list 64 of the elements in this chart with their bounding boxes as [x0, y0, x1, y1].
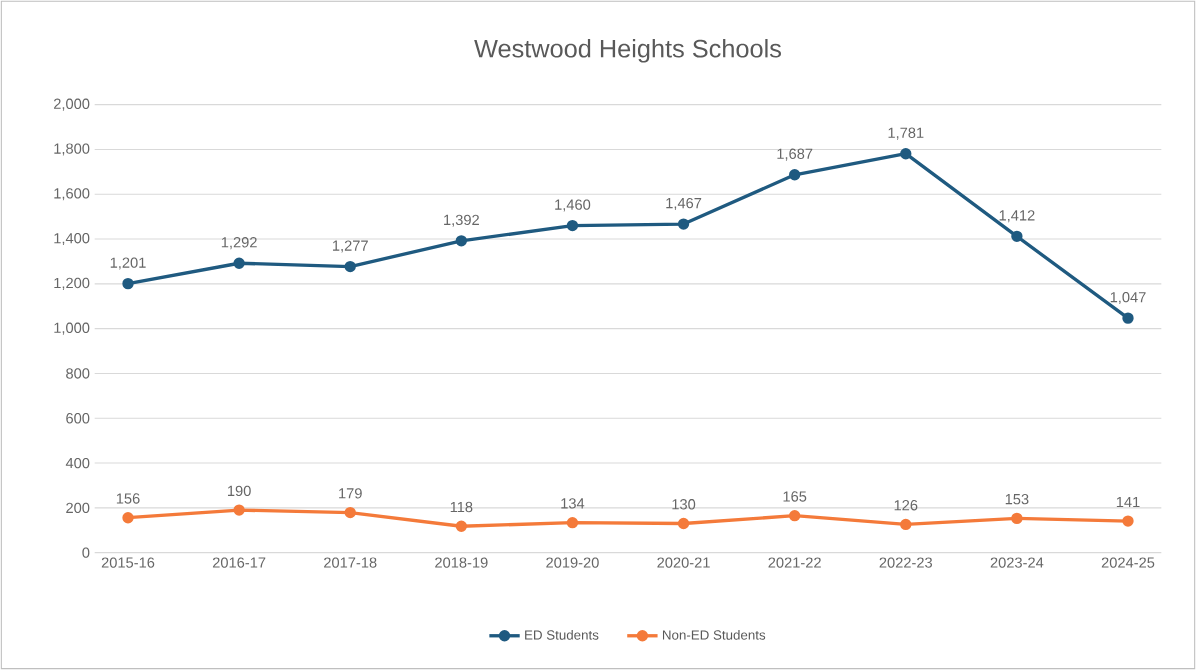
x-tick-label: 2018-19	[435, 557, 488, 568]
point	[1011, 512, 1023, 525]
y-tick-label: 2,000	[53, 98, 90, 111]
data-label: 165	[783, 491, 807, 502]
y-tick-label: 0	[82, 547, 90, 558]
legend-label: ED Students	[525, 629, 599, 640]
point	[677, 517, 690, 530]
point	[566, 516, 579, 529]
y-tick-label: 400	[65, 457, 90, 469]
x-tick-label: 2024-25	[1101, 557, 1155, 568]
y-tick-label: 800	[66, 368, 90, 379]
y-tick-label: 1,400	[54, 233, 90, 246]
y-tick-label: 1,800	[54, 143, 90, 156]
x-tick-label: 2023-24	[990, 557, 1044, 568]
data-label: 1,292	[221, 237, 257, 250]
data-label: 1,201	[110, 257, 146, 270]
point	[1122, 312, 1134, 324]
x-tick-label: 2019-20	[546, 557, 599, 568]
data-label: 153	[1005, 493, 1029, 505]
data-label: 1,687	[777, 148, 813, 161]
x-tick-label: 2021-22	[768, 557, 821, 568]
point	[344, 260, 356, 273]
data-label: 1,412	[999, 210, 1035, 223]
y-tick-label: 1,600	[54, 188, 90, 201]
x-tick-label: 2016-17	[212, 557, 266, 568]
data-label: 156	[116, 493, 140, 504]
data-label: 1,467	[666, 197, 702, 211]
x-tick-label: 2015-16	[101, 557, 155, 568]
point	[789, 169, 801, 181]
point	[455, 235, 468, 247]
point	[1122, 515, 1134, 527]
data-label: 190	[227, 485, 251, 497]
y-tick-label: 1,200	[54, 277, 90, 290]
y-tick-label: 600	[66, 413, 90, 424]
point	[900, 148, 912, 160]
legend-label: Non-ED Students	[662, 629, 766, 640]
point	[233, 504, 245, 516]
point	[1011, 230, 1023, 243]
data-label: 1,277	[332, 240, 368, 253]
point	[233, 257, 245, 269]
y-tick-label: 1,000	[54, 322, 90, 335]
data-label: 1,781	[888, 127, 924, 140]
point	[900, 518, 912, 531]
data-label: 141	[1116, 496, 1140, 508]
data-label: 179	[339, 488, 362, 499]
point	[344, 506, 356, 519]
data-label: 134	[561, 498, 585, 509]
data-label: 126	[894, 500, 918, 511]
x-tick-label: 2022-23	[879, 557, 933, 568]
point	[677, 218, 690, 230]
point	[122, 277, 134, 290]
point	[566, 219, 579, 232]
data-label: 118	[450, 501, 473, 513]
data-label: 1,460	[555, 199, 591, 212]
point	[789, 510, 801, 522]
data-label: 1,047	[1110, 291, 1146, 305]
data-label: 1,392	[444, 214, 479, 227]
x-tick-label: 2020-21	[657, 557, 710, 568]
chart-title: Westwood Heights Schools	[474, 39, 781, 63]
point	[455, 520, 468, 532]
x-tick-label: 2017-18	[324, 557, 377, 568]
data-label: 130	[672, 499, 696, 510]
point	[122, 512, 134, 524]
y-tick-label: 200	[66, 502, 90, 514]
